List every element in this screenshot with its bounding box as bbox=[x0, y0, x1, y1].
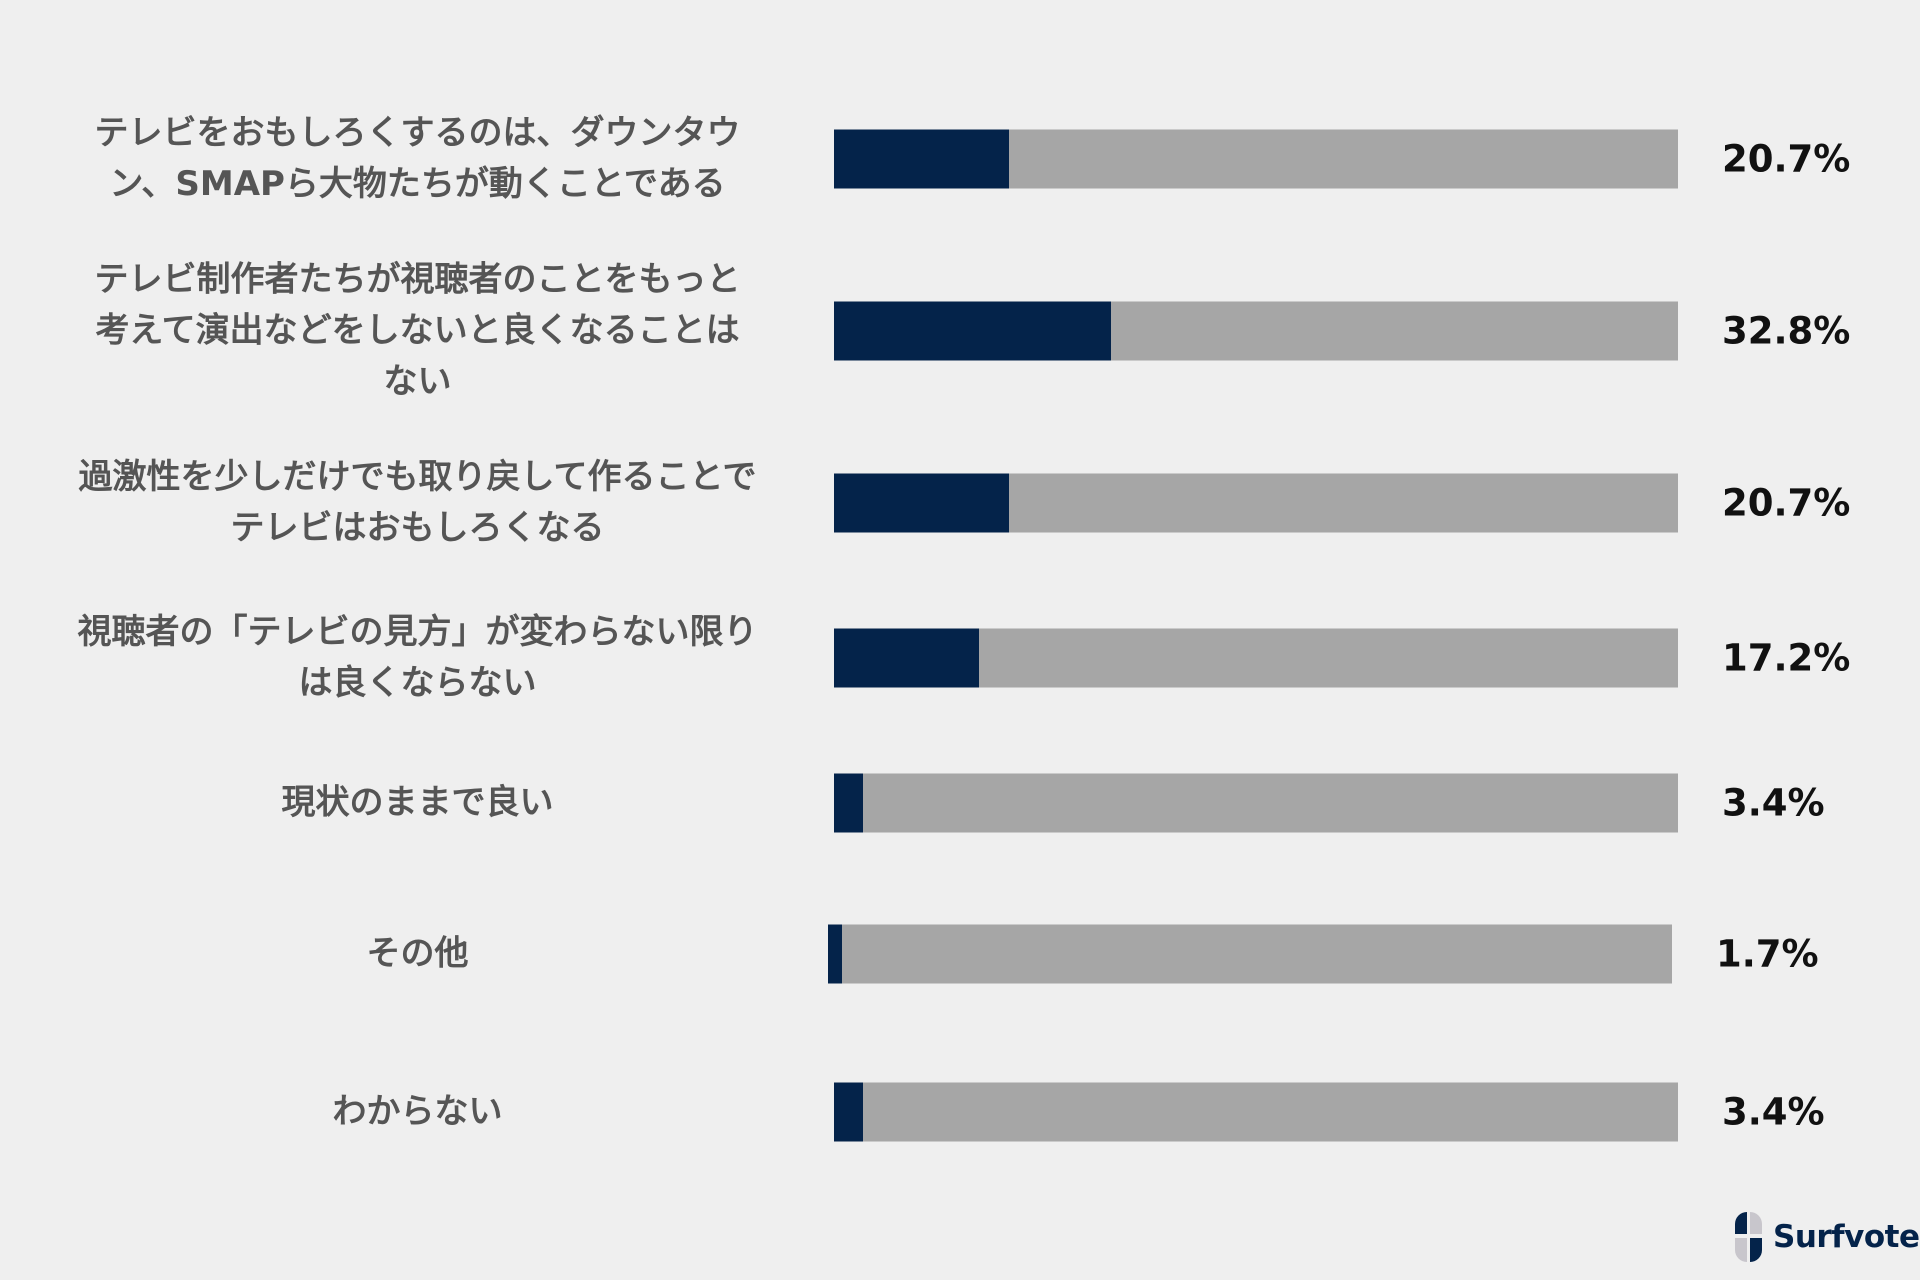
value-label: 20.7% bbox=[1722, 137, 1851, 181]
category-label: 視聴者の「テレビの見方」が変わらない限り は良くならない bbox=[77, 612, 758, 703]
value-label: 3.4% bbox=[1722, 781, 1825, 825]
surfvote-logo-icon bbox=[1735, 1212, 1762, 1262]
bar bbox=[834, 301, 1111, 361]
bar bbox=[834, 129, 1009, 189]
bar-track bbox=[834, 129, 1678, 189]
value-label: 17.2% bbox=[1722, 636, 1851, 680]
bar bbox=[834, 1082, 863, 1142]
value-label: 3.4% bbox=[1722, 1090, 1825, 1134]
bar-track bbox=[834, 1082, 1678, 1142]
category-label: 現状のままで良い bbox=[281, 782, 554, 823]
bar-track bbox=[834, 628, 1678, 688]
bar-track bbox=[834, 301, 1678, 361]
category-label: テレビ制作者たちが視聴者のことをもっと 考えて演出などをしないと良くなることは … bbox=[94, 259, 741, 402]
value-label: 1.7% bbox=[1716, 932, 1819, 976]
category-label: その他 bbox=[366, 933, 469, 974]
value-label: 20.7% bbox=[1722, 481, 1851, 525]
bar bbox=[828, 924, 843, 984]
category-label: わからない bbox=[332, 1091, 503, 1132]
logo-text: Surfvote bbox=[1773, 1219, 1920, 1255]
surfvote-logo: Surfvote bbox=[1735, 1212, 1920, 1262]
bar bbox=[834, 473, 1009, 533]
bar-track bbox=[828, 924, 1672, 984]
category-label: テレビをおもしろくするのは、ダウンタウ ン、SMAPら大物たちが動くことである bbox=[94, 113, 741, 204]
bar-track bbox=[834, 773, 1678, 833]
bar-track bbox=[834, 473, 1678, 533]
category-label: 過激性を少しだけでも取り戻して作ることで テレビはおもしろくなる bbox=[78, 457, 757, 548]
bar bbox=[834, 628, 980, 688]
bar bbox=[834, 773, 863, 833]
value-label: 32.8% bbox=[1722, 309, 1851, 353]
